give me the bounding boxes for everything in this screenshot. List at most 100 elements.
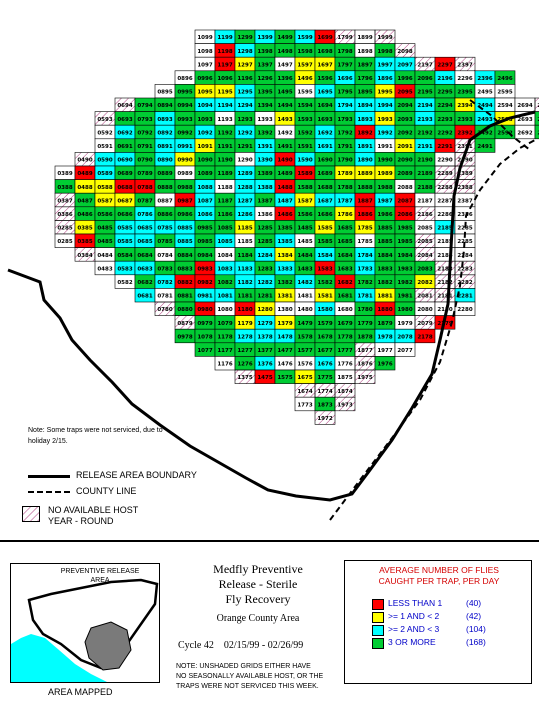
grid-cell-number: 1394 [257,103,272,109]
grid-cell-number: 2192 [417,130,432,136]
grid-cell-number: 1183 [237,266,252,272]
grid-cell-number: 2292 [437,130,452,136]
grid-cell-number: 1997 [377,62,392,68]
legend-count: (42) [466,611,482,621]
grid-cell-number: 1977 [377,348,392,354]
grid-cell-number: 2078 [397,334,412,340]
grid-cell-number: 2395 [457,90,472,96]
grid-cell: 1899 [354,29,376,44]
grid-cell: 1089 [194,165,216,180]
grid-cell: 2196 [434,70,456,85]
grid-cell: 2077 [394,342,416,357]
grid-cell-number: 0790 [137,158,152,164]
grid-cell: 0791 [134,138,156,153]
grid-cell: 1190 [214,152,236,167]
grid-cell: 2288 [434,179,456,194]
grid-cell-number: 0990 [177,158,192,164]
grid-cell: 1887 [354,192,376,208]
grid-cell-number: 1090 [197,158,212,164]
grid-cell: 2085 [414,233,436,248]
grid-cell-number: 0978 [177,334,192,340]
grid-cell: 0583 [114,260,136,276]
grid-cell: 1880 [374,301,396,316]
grid-cell: 1396 [274,70,296,85]
grid-cell-number: 2084 [417,253,432,259]
grid-cell-number: 2280 [457,307,472,313]
grid-cell: 1579 [314,315,336,330]
grid-cell: 1493 [274,111,296,126]
solid-line-icon [28,475,70,478]
grid-cell: 1499 [274,29,296,44]
grid-cell: 1484 [294,247,316,262]
grid-cell-number: 1096 [217,76,232,82]
grid-cell-number: 1887 [357,198,372,204]
grid-cell-number: 1194 [217,103,232,109]
grid-cell-number: 0785 [157,239,172,245]
legend-label: 3 OR MORE [388,637,436,647]
grid-cell-number: 1773 [297,402,312,408]
legend-title-line2: CAUGHT PER TRAP, PER DAY [378,576,500,586]
grid-cell: 0782 [154,274,176,289]
grid-cell-number: 2187 [417,198,432,204]
grid-cell: 1383 [274,260,296,276]
grid-cell-number: 1879 [377,321,392,327]
grid-cell: 1485 [294,233,316,248]
grid-cell: 1296 [254,70,276,85]
grid-cell: 0996 [194,70,216,85]
grid-cell: 1990 [374,152,396,167]
unshaded-note: NOTE: UNSHADED GRIDS EITHER HAVE NO SEAS… [176,662,376,692]
grid-cell-number: 1196 [237,76,252,82]
grid-cell-number: 1081 [217,294,232,300]
grid-cell: 1079 [214,315,236,330]
grid-cell: 1978 [374,328,396,344]
grid-cell-number: 1886 [357,212,372,218]
grid-cell-number: 1288 [237,185,252,191]
grid-cell-number: 1297 [237,62,252,68]
grid-cell: 1194 [214,97,236,112]
grid-cell-number: 1694 [317,103,332,109]
grid-cell-number: 1696 [337,76,352,82]
grid-cell: 1895 [354,84,376,99]
grid-cell-number: 1476 [277,362,292,368]
grid-cell: 1381 [274,288,296,303]
grid-cell: 0385 [74,220,96,235]
grid-cell: 1487 [274,192,296,208]
grid-cell-number: 0889 [157,171,172,177]
county-line [329,139,536,521]
grid-cell-number: 0388 [57,185,72,191]
grid-cell-number: 1994 [377,103,392,109]
grid-cell-number: 1780 [357,307,372,313]
grid-cell-number: 1393 [257,117,272,123]
grid-cell: 0794 [134,97,156,112]
grid-cell-number: 1980 [397,307,412,313]
grid-cell-number: 2287 [437,198,452,204]
grid-cell-number: 1294 [237,103,252,109]
grid-cell: 1176 [214,356,236,371]
grid-cell: 2794 [534,97,539,112]
grid-cell: 1985 [394,220,416,235]
grid-cell-number: 0586 [97,212,112,218]
grid-cell-number: 1596 [317,76,332,82]
grid-cell: 1479 [294,315,316,330]
grid-cell: 0582 [114,274,136,289]
grid-cell: 1483 [294,260,316,276]
grid-cell: 0586 [94,206,116,221]
grid-cell: 1999 [374,29,396,44]
legend-count: (168) [466,637,486,647]
grid-cell: 1376 [254,356,276,371]
grid-cell-number: 1998 [377,49,392,55]
grid-cell-number: 0486 [77,212,92,218]
grid-cell: 1984 [394,247,416,262]
grid-cell-number: 0681 [137,294,152,300]
grid-cell-number: 1482 [297,280,312,286]
grid-cell: 1577 [294,342,316,357]
grid-cell: 1587 [294,192,316,208]
grid-cell: 2085 [414,220,436,235]
grid-cell: 0890 [154,152,176,167]
inset-caption: AREA MAPPED [48,687,113,697]
grid-cell-number: 1485 [297,226,312,232]
grid-cell: 0389 [54,165,76,180]
section-divider [0,540,539,542]
grid-cell-number: 2087 [397,198,412,204]
grid-cell-number: 2083 [417,266,432,272]
